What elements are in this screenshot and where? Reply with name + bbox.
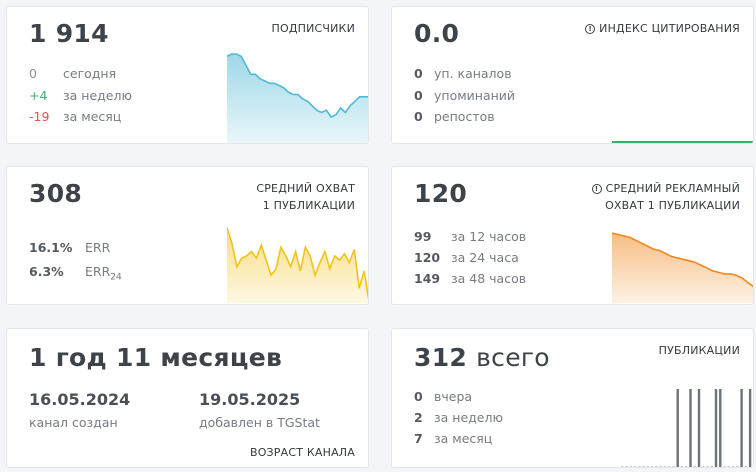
reach-caption: СРЕДНИЙ ОХВАТ 1 ПУБЛИКАЦИИ	[256, 182, 355, 212]
reach-series-area	[227, 228, 368, 303]
reach-value: 308	[29, 179, 83, 208]
added-label: добавлен в TGStat	[199, 415, 320, 430]
stat-label: за 48 часов	[451, 271, 527, 286]
subscribers-series-line	[227, 53, 368, 119]
posts-bar	[638, 466, 641, 467]
stat-label: за 24 часа	[451, 250, 519, 265]
stat-value: 16.1%	[29, 240, 73, 255]
stat-value: 99	[414, 229, 432, 244]
stat-value: 149	[414, 271, 441, 286]
stat-label: сегодня	[63, 66, 117, 81]
posts-bar	[710, 466, 713, 467]
posts-bar	[685, 466, 688, 467]
ad-reach-caption: ! СРЕДНИЙ РЕКЛАМНЫЙ ОХВАТ 1 ПУБЛИКАЦИИ	[591, 180, 740, 214]
info-icon[interactable]: !	[591, 184, 602, 194]
posts-bar	[727, 466, 730, 467]
stat-label: за месяц	[63, 109, 122, 124]
posts-caption: ПУБЛИКАЦИИ	[658, 344, 740, 357]
posts-bar	[659, 466, 662, 467]
citation-index-value: 0.0	[414, 19, 460, 48]
posts-bar	[650, 466, 654, 467]
subscribers-series-area	[227, 54, 368, 143]
posts-bar	[702, 466, 705, 467]
posts-sparkline	[621, 389, 752, 467]
channel-age-caption: ВОЗРАСТ КАНАЛА	[249, 446, 355, 459]
posts-bar	[719, 389, 722, 467]
posts-bar	[706, 466, 709, 467]
posts-bar	[723, 466, 726, 467]
posts-bar	[697, 389, 701, 467]
stat-value: 0	[414, 109, 423, 124]
posts-bar	[744, 466, 747, 467]
reach-card[interactable]: 308 СРЕДНИЙ ОХВАТ 1 ПУБЛИКАЦИИ 16.1% ERR …	[6, 166, 369, 305]
posts-bar	[633, 466, 637, 467]
posts-bar	[672, 466, 675, 467]
posts-bar	[663, 466, 667, 467]
stat-value: 120	[414, 250, 441, 265]
posts-bar	[689, 389, 692, 467]
stat-value: 6.3%	[29, 264, 64, 279]
stat-value: +4	[29, 88, 48, 103]
ad-reach-sparkline	[612, 232, 753, 303]
stat-value: 0	[414, 88, 423, 103]
stat-label: ERR24	[85, 264, 122, 283]
ad-reach-card[interactable]: 120 ! СРЕДНИЙ РЕКЛАМНЫЙ ОХВАТ 1 ПУБЛИКАЦИ…	[391, 166, 754, 305]
stat-value: 0	[414, 66, 423, 81]
posts-bar	[655, 466, 658, 467]
subscribers-sparkline	[227, 53, 368, 143]
stat-label: вчера	[434, 389, 473, 404]
stat-label: репостов	[434, 109, 495, 124]
posts-bar	[680, 466, 684, 467]
posts-bar	[668, 466, 671, 467]
channel-age-card[interactable]: 1 год 11 месяцев 16.05.2024 канал создан…	[6, 328, 369, 468]
subscribers-count: 1 914	[29, 19, 109, 48]
subscribers-card[interactable]: 1 914 ПОДПИСЧИКИ 0 сегодня +4 за неделю …	[6, 6, 369, 144]
posts-bar	[693, 466, 696, 467]
stat-value: -19	[29, 109, 50, 124]
posts-bar	[736, 466, 739, 467]
stat-label: ERR	[85, 240, 111, 255]
posts-bar	[646, 466, 650, 467]
posts-bar	[625, 466, 628, 467]
citation-caption: ! ИНДЕКС ЦИТИРОВАНИЯ	[585, 20, 740, 37]
stat-value: 0	[29, 66, 37, 81]
posts-bar	[740, 389, 743, 467]
stat-label: уп. каналов	[434, 66, 512, 81]
stat-label: за 12 часов	[451, 229, 527, 244]
added-date: 19.05.2025	[199, 390, 301, 409]
stat-label: за неделю	[434, 410, 503, 425]
stat-label: упоминаний	[434, 88, 516, 103]
posts-bar	[642, 466, 645, 467]
created-date: 16.05.2024	[29, 390, 131, 409]
posts-card[interactable]: 312 всего ПУБЛИКАЦИИ 0 вчера 2 за неделю…	[391, 328, 754, 468]
citation-sparkline	[612, 141, 753, 143]
ad-reach-series-area	[612, 233, 753, 303]
stat-label: за неделю	[63, 88, 132, 103]
info-icon[interactable]: !	[585, 24, 596, 34]
stat-label: за месяц	[434, 431, 493, 446]
citation-card[interactable]: 0.0 ! ИНДЕКС ЦИТИРОВАНИЯ 0 уп. каналов 0 …	[391, 6, 754, 144]
posts-bar	[748, 389, 752, 467]
reach-sparkline	[227, 227, 368, 303]
subscribers-caption: ПОДПИСЧИКИ	[271, 22, 355, 35]
stat-value: 0	[414, 389, 423, 404]
posts-bar	[621, 466, 624, 467]
ad-reach-series-line	[612, 232, 753, 288]
channel-age-value: 1 год 11 месяцев	[29, 343, 283, 372]
posts-total: 312 всего	[414, 343, 550, 372]
ad-reach-value: 120	[414, 179, 468, 208]
created-label: канал создан	[29, 415, 118, 430]
posts-bar	[731, 466, 735, 467]
posts-bar	[676, 389, 679, 467]
posts-bar	[629, 466, 632, 467]
posts-bar	[714, 389, 718, 467]
stat-value: 2	[414, 410, 423, 425]
reach-series-line	[227, 227, 368, 300]
stat-value: 7	[414, 431, 423, 446]
